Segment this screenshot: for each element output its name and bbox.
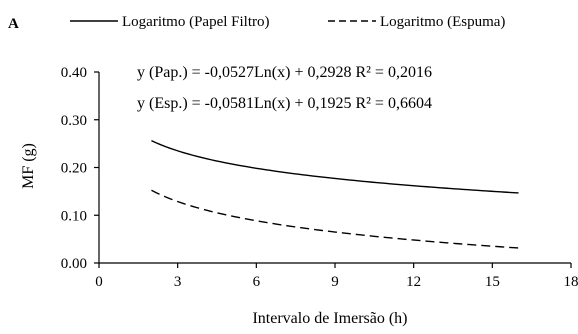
y-tick-label: 0.20 xyxy=(61,161,87,177)
panel-label: A xyxy=(8,16,19,32)
equation-espuma: y (Esp.) = -0,0581Ln(x) + 0,1925 R² = 0,… xyxy=(137,95,432,112)
ticks: 0 3 6 9 12 15 18 0.00 0.10 0.20 0.30 0.40 xyxy=(61,65,578,290)
legend-label-papel-filtro: Logaritmo (Papel Filtro) xyxy=(122,14,269,30)
x-tick-label: 18 xyxy=(564,274,578,290)
legend: Logaritmo (Papel Filtro) Logaritmo (Espu… xyxy=(70,14,505,30)
legend-label-espuma: Logaritmo (Espuma) xyxy=(380,14,505,30)
x-tick-label: 12 xyxy=(406,274,421,290)
x-tick-label: 9 xyxy=(331,274,339,290)
series-line-papel-filtro xyxy=(151,139,519,194)
y-tick-label: 0.00 xyxy=(61,256,87,272)
x-tick-label: 0 xyxy=(95,274,103,290)
y-axis-title: MF (g) xyxy=(20,143,37,189)
equation-papel-filtro: y (Pap.) = -0,0527Ln(x) + 0,2928 R² = 0,… xyxy=(137,64,432,81)
series-line-espuma xyxy=(151,189,519,249)
y-tick-label: 0.30 xyxy=(61,113,87,129)
x-tick-label: 15 xyxy=(485,274,500,290)
y-tick-label: 0.40 xyxy=(61,65,87,81)
y-tick-label: 0.10 xyxy=(61,208,87,224)
x-axis-title: Intervalo de Imersão (h) xyxy=(252,310,407,327)
series xyxy=(151,139,519,249)
x-tick-label: 6 xyxy=(253,274,261,290)
x-tick-label: 3 xyxy=(174,274,182,290)
